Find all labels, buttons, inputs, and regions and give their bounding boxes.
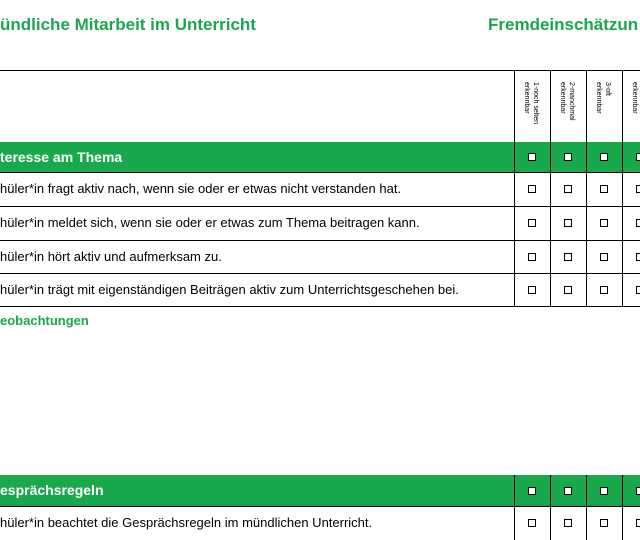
page: {"header": {"title": "ündliche Mitarbeit… [0, 15, 640, 540]
column-line [514, 506, 515, 540]
column-line [550, 206, 551, 240]
criterion: hüler*in meldet sich, wenn sie oder er e… [0, 215, 420, 230]
column-line [622, 506, 623, 540]
table-border [0, 70, 640, 71]
column-line [550, 506, 551, 540]
row-line [0, 273, 640, 274]
column-line [622, 70, 623, 142]
checkbox [600, 153, 608, 161]
checkbox [600, 219, 608, 227]
criterion: hüler*in trägt mit eigenständigen Beiträ… [0, 281, 459, 297]
checkbox [636, 185, 640, 193]
column-line [550, 172, 551, 206]
column-line [586, 506, 587, 540]
column-line [622, 142, 623, 172]
checkbox [564, 185, 572, 193]
column-line [622, 273, 623, 306]
checkbox [600, 252, 608, 261]
column-line [514, 172, 515, 206]
column-line [586, 142, 587, 172]
checkbox [564, 285, 572, 294]
criterion: hüler*in hört aktiv und aufmerksam zu. [0, 248, 222, 264]
column-line [586, 70, 587, 142]
column-line [586, 240, 587, 273]
column-line [550, 273, 551, 306]
checkbox [636, 519, 640, 527]
column-line [550, 70, 551, 142]
column-line [550, 475, 551, 506]
column-line [622, 475, 623, 506]
criterion: hüler*in fragt aktiv nach, wenn sie oder… [0, 181, 402, 196]
section-title: teresse am Thema [0, 149, 123, 165]
column-line [550, 142, 551, 172]
column-line [550, 240, 551, 273]
title: ündliche Mitarbeit im Unterricht [0, 15, 256, 34]
column-line [514, 142, 515, 172]
column-line [622, 172, 623, 206]
checkbox [528, 486, 536, 495]
column-line [586, 273, 587, 306]
row-line [0, 206, 640, 207]
column-line [514, 70, 515, 142]
checkbox [636, 252, 640, 261]
checkbox [636, 219, 640, 227]
checkbox [600, 519, 608, 527]
checkbox [528, 153, 536, 161]
column-line [514, 475, 515, 506]
checkbox [564, 219, 572, 227]
column-line [514, 206, 515, 240]
checkbox [564, 519, 572, 527]
column-line [622, 240, 623, 273]
column-header: 1-noch selten erkennbar [523, 82, 539, 125]
column-line [622, 206, 623, 240]
column-line [514, 273, 515, 306]
checkbox [528, 285, 536, 294]
checkbox [528, 219, 536, 227]
column-line [586, 475, 587, 506]
column-line [514, 240, 515, 273]
column-header: 3-oft erkennbar [595, 82, 611, 114]
checkbox [528, 252, 536, 261]
checkbox [564, 153, 572, 161]
checkbox [636, 153, 640, 161]
checkbox [600, 185, 608, 193]
column-header: 2-manchmal erkennbar [559, 82, 575, 121]
notes-label: eobachtungen [0, 313, 89, 328]
column-line [586, 206, 587, 240]
column-line [586, 172, 587, 206]
checkbox [528, 185, 536, 193]
row-line [0, 172, 640, 173]
checkbox [564, 486, 572, 495]
criterion: hüler*in beachtet die Gesprächsregeln im… [0, 515, 373, 530]
row-line [0, 506, 640, 507]
title-right: Fremdeinschätzun [488, 15, 639, 34]
checkbox [528, 519, 536, 527]
checkbox [636, 486, 640, 495]
row-line [0, 306, 640, 307]
column-header: erkennbar [631, 82, 638, 114]
checkbox [600, 285, 608, 294]
checkbox [636, 285, 640, 294]
checkbox [564, 252, 572, 261]
section-title: esprächsregeln [0, 482, 104, 498]
checkbox [600, 486, 608, 495]
row-line [0, 240, 640, 241]
